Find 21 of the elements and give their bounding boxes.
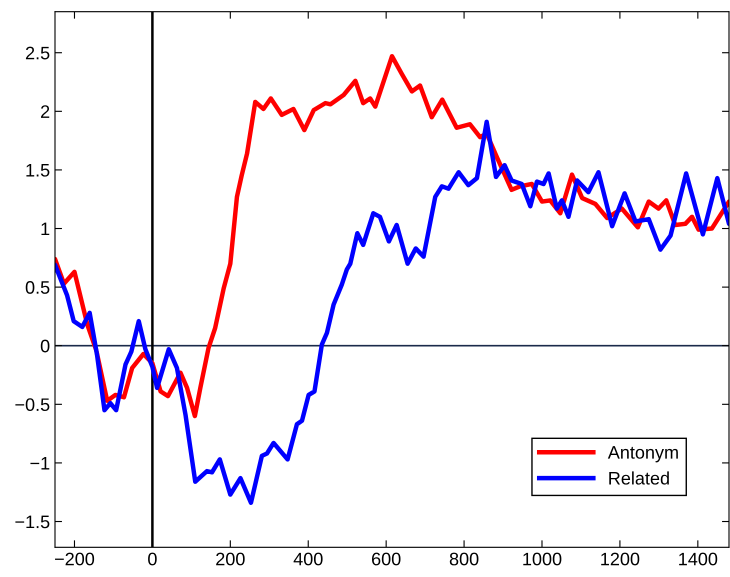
x-tick-label: 400 bbox=[294, 552, 323, 566]
legend-label: Antonym bbox=[608, 446, 678, 462]
y-tick-label: 2.5 bbox=[26, 46, 50, 60]
y-tick-label: −1.5 bbox=[15, 516, 50, 528]
y-tick-label: 0 bbox=[40, 340, 50, 352]
y-tick-label: 0.5 bbox=[26, 281, 50, 294]
x-tick-label: 200 bbox=[216, 552, 245, 566]
legend-label: Related bbox=[609, 471, 669, 485]
line-series bbox=[55, 120, 729, 505]
y-tick-label: −0.5 bbox=[15, 398, 50, 412]
y-tick-label: 2 bbox=[41, 105, 50, 118]
x-tick-label: 1200 bbox=[601, 552, 640, 566]
x-tick-label: 1000 bbox=[523, 552, 562, 566]
x-tick-label: 1400 bbox=[679, 552, 718, 566]
y-tick-label: −1 bbox=[30, 457, 50, 470]
x-tick-label: 0 bbox=[148, 552, 157, 566]
x-tick-label: −200 bbox=[55, 552, 94, 566]
x-tick-label: 600 bbox=[372, 552, 401, 566]
x-tick-label: 800 bbox=[450, 552, 478, 566]
y-tick-label: 1.5 bbox=[26, 164, 50, 177]
y-tick-label: 1 bbox=[41, 222, 50, 236]
